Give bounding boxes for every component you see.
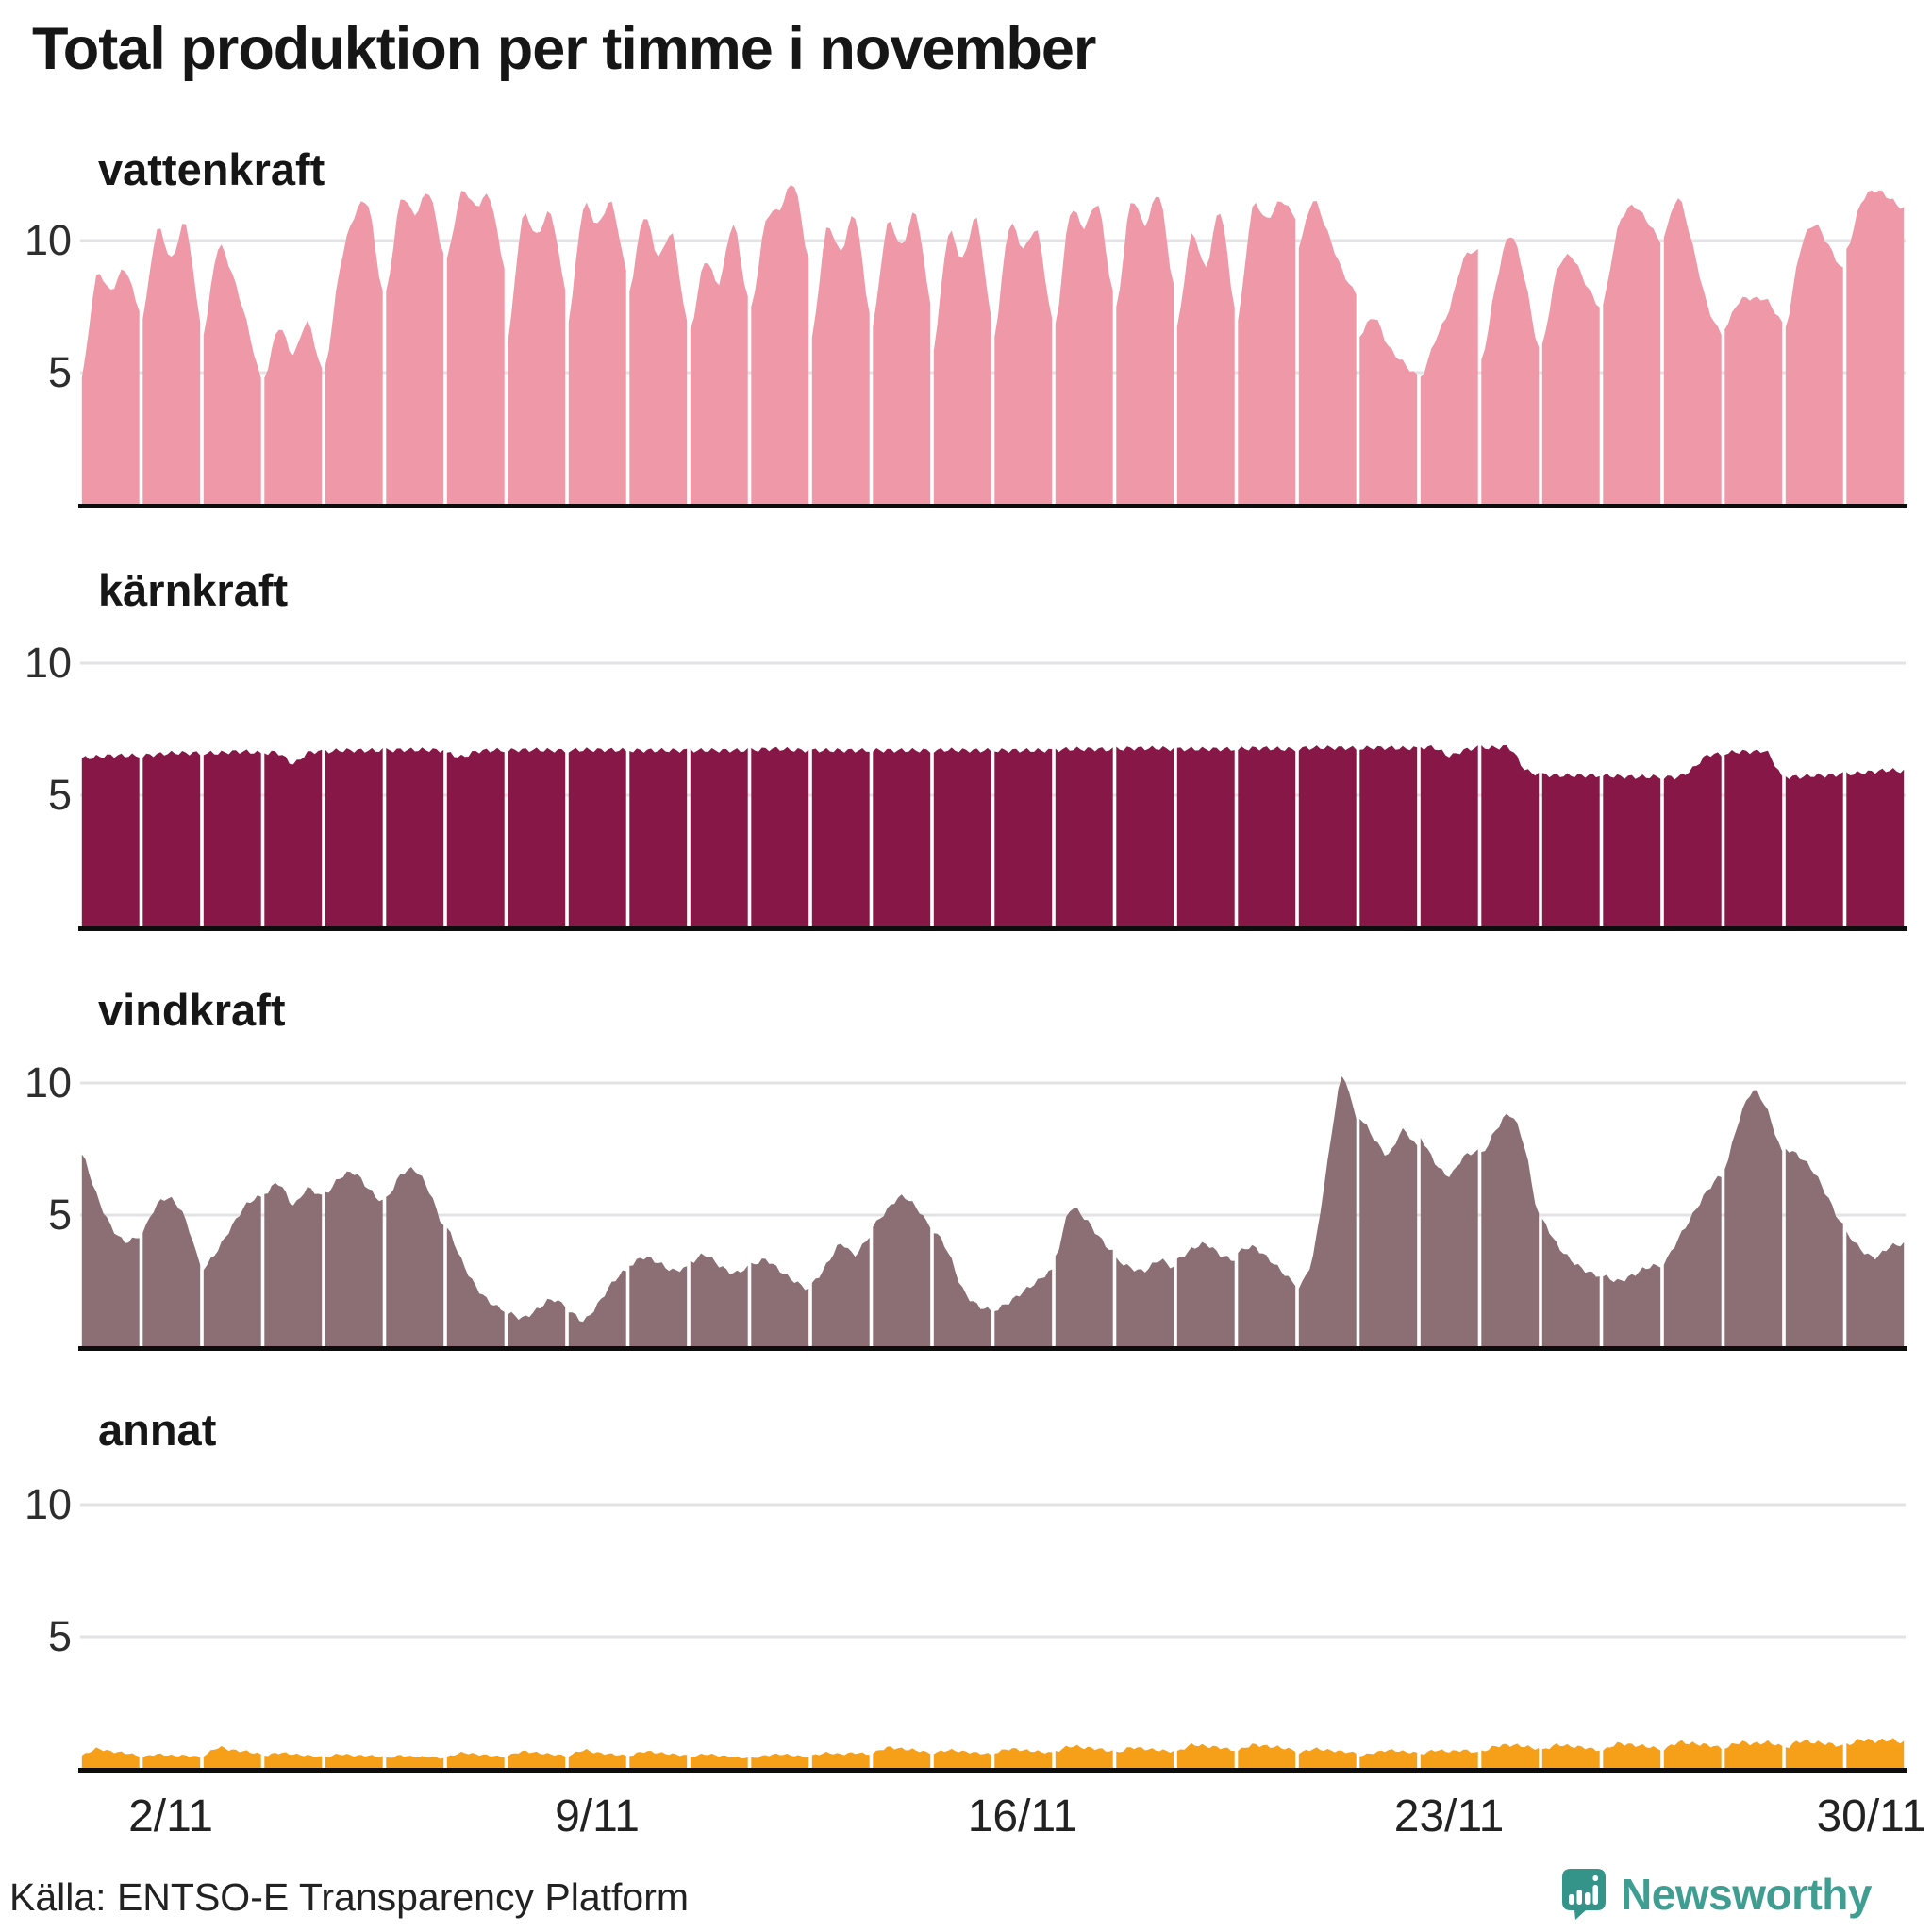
brand-name: Newsworthy bbox=[1621, 1870, 1872, 1919]
xtick-label: 2/11 bbox=[128, 1791, 213, 1841]
panel-label-annat: annat bbox=[98, 1405, 217, 1455]
newsworthy-icon bbox=[1562, 1869, 1607, 1920]
ytick-label: 5 bbox=[47, 1612, 72, 1660]
ytick-label: 5 bbox=[47, 771, 72, 819]
source-note: Källa: ENTSO-E Transparency Platform bbox=[9, 1875, 690, 1919]
xtick-label: 23/11 bbox=[1393, 1791, 1505, 1841]
panel-label-karnkraft: kärnkraft bbox=[98, 565, 289, 615]
ytick-label: 10 bbox=[24, 1480, 72, 1528]
panel-vindkraft bbox=[78, 1075, 1907, 1351]
panel-kärnkraft bbox=[78, 661, 1907, 931]
ytick-label: 10 bbox=[24, 216, 72, 264]
ytick-label: 5 bbox=[47, 348, 72, 396]
brand-logo: Newsworthy bbox=[1560, 1868, 1872, 1921]
ytick-label: 5 bbox=[47, 1191, 72, 1239]
panel-label-vindkraft: vindkraft bbox=[98, 985, 286, 1035]
xtick-label: 16/11 bbox=[967, 1791, 1078, 1841]
panel-label-vattenkraft: vattenkraft bbox=[98, 144, 325, 194]
ytick-label: 10 bbox=[24, 1058, 72, 1107]
panel-annat bbox=[78, 1503, 1907, 1773]
xtick-label: 30/11 bbox=[1816, 1791, 1926, 1841]
ytick-label: 10 bbox=[24, 639, 72, 687]
panel-vattenkraft bbox=[78, 185, 1907, 508]
xtick-label: 9/11 bbox=[555, 1791, 640, 1841]
page-title: Total produktion per timme i november bbox=[32, 16, 1096, 82]
